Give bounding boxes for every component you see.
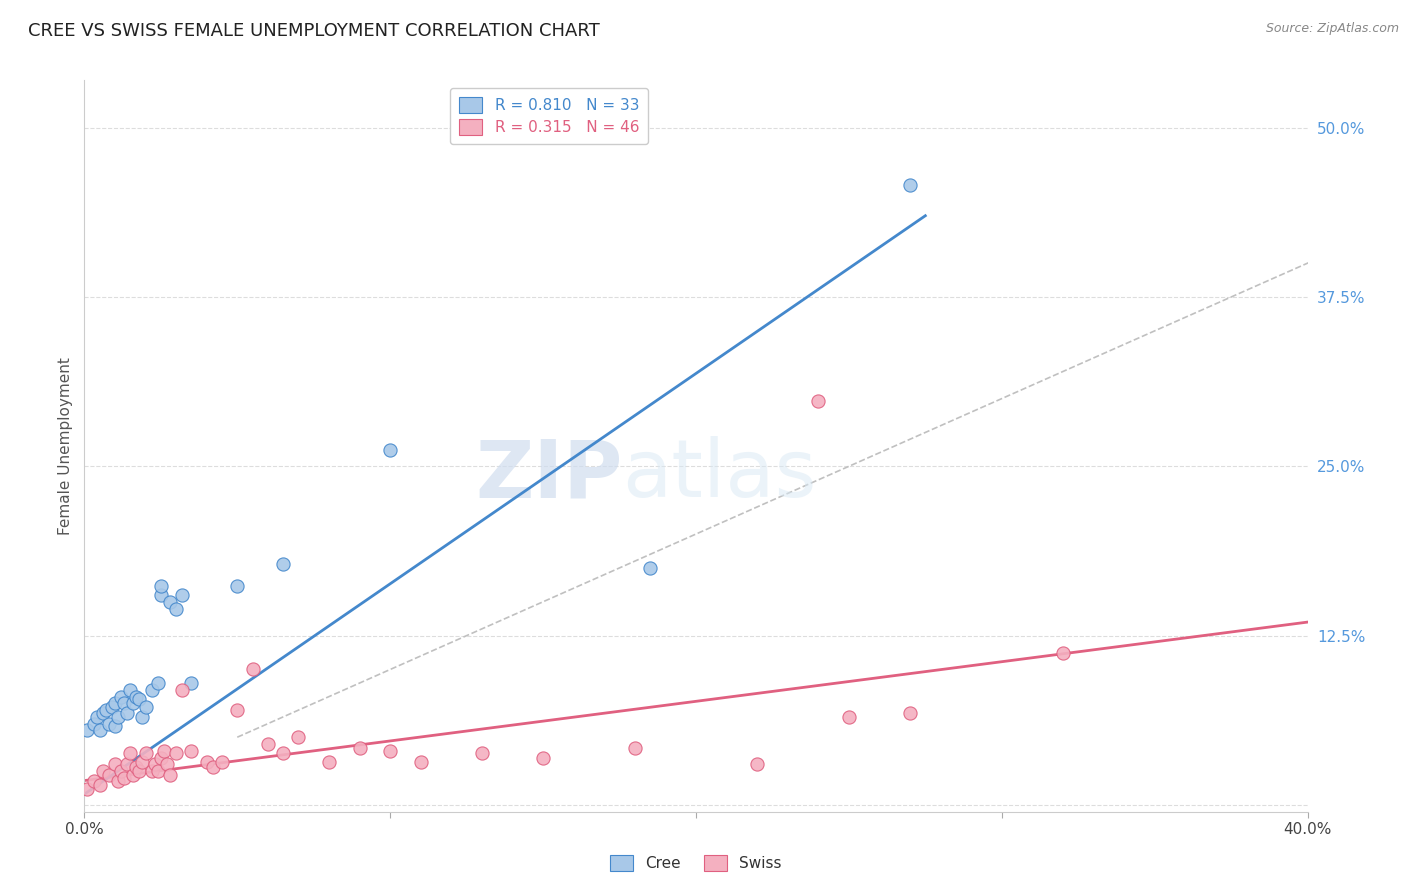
- Y-axis label: Female Unemployment: Female Unemployment: [58, 357, 73, 535]
- Point: [107, 710, 129, 724]
- Point: [159, 768, 181, 782]
- Point: [101, 700, 124, 714]
- Point: [131, 755, 153, 769]
- Point: [153, 744, 176, 758]
- Point: [91, 764, 114, 778]
- Point: [94, 703, 117, 717]
- Point: [86, 710, 108, 724]
- Point: [135, 747, 157, 761]
- Point: [165, 601, 187, 615]
- Point: [898, 706, 921, 720]
- Point: [226, 703, 249, 717]
- Point: [83, 716, 105, 731]
- Point: [149, 588, 172, 602]
- Point: [201, 760, 224, 774]
- Point: [107, 773, 129, 788]
- Point: [89, 778, 111, 792]
- Point: [135, 700, 157, 714]
- Point: [146, 676, 169, 690]
- Point: [89, 723, 111, 738]
- Legend: Cree, Swiss: Cree, Swiss: [605, 849, 787, 877]
- Point: [242, 663, 264, 677]
- Point: [97, 768, 120, 782]
- Point: [838, 710, 860, 724]
- Point: [110, 690, 132, 704]
- Point: [380, 443, 402, 458]
- Point: [76, 781, 98, 796]
- Point: [638, 561, 661, 575]
- Point: [226, 578, 249, 592]
- Point: [380, 744, 402, 758]
- Point: [747, 757, 769, 772]
- Point: [122, 697, 145, 711]
- Point: [131, 710, 153, 724]
- Text: CREE VS SWISS FEMALE UNEMPLOYMENT CORRELATION CHART: CREE VS SWISS FEMALE UNEMPLOYMENT CORREL…: [28, 22, 600, 40]
- Point: [271, 747, 294, 761]
- Point: [172, 682, 194, 697]
- Point: [83, 773, 105, 788]
- Text: Source: ZipAtlas.com: Source: ZipAtlas.com: [1265, 22, 1399, 36]
- Point: [141, 682, 163, 697]
- Point: [112, 771, 135, 785]
- Point: [318, 755, 340, 769]
- Point: [165, 747, 187, 761]
- Point: [149, 750, 172, 764]
- Point: [104, 697, 127, 711]
- Point: [120, 682, 142, 697]
- Point: [146, 764, 169, 778]
- Point: [76, 723, 98, 738]
- Point: [349, 741, 371, 756]
- Point: [624, 741, 647, 756]
- Point: [110, 764, 132, 778]
- Point: [115, 706, 138, 720]
- Text: atlas: atlas: [623, 436, 817, 515]
- Point: [159, 595, 181, 609]
- Point: [180, 744, 202, 758]
- Point: [104, 719, 127, 733]
- Point: [112, 697, 135, 711]
- Point: [122, 768, 145, 782]
- Point: [104, 757, 127, 772]
- Point: [531, 750, 554, 764]
- Point: [898, 178, 921, 192]
- Point: [271, 557, 294, 571]
- Point: [91, 706, 114, 720]
- Point: [97, 716, 120, 731]
- Point: [1052, 646, 1074, 660]
- Point: [807, 394, 830, 409]
- Point: [125, 760, 148, 774]
- Point: [120, 747, 142, 761]
- Point: [409, 755, 432, 769]
- Point: [180, 676, 202, 690]
- Point: [471, 747, 494, 761]
- Point: [143, 757, 166, 772]
- Point: [128, 692, 150, 706]
- Point: [125, 690, 148, 704]
- Point: [141, 764, 163, 778]
- Point: [287, 730, 309, 744]
- Point: [115, 757, 138, 772]
- Point: [257, 737, 280, 751]
- Point: [128, 764, 150, 778]
- Point: [195, 755, 218, 769]
- Text: ZIP: ZIP: [475, 436, 623, 515]
- Point: [211, 755, 233, 769]
- Point: [156, 757, 179, 772]
- Point: [149, 578, 172, 592]
- Point: [172, 588, 194, 602]
